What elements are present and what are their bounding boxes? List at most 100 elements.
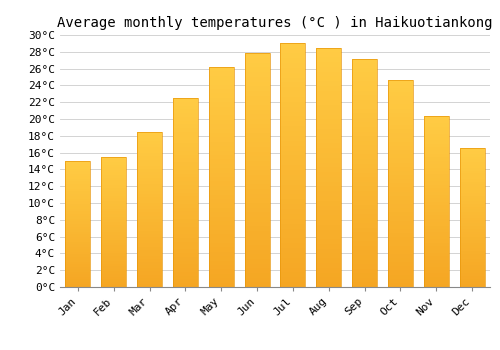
Bar bbox=[280, 82, 305, 87]
Bar bbox=[352, 141, 377, 145]
Bar bbox=[280, 253, 305, 258]
Bar bbox=[424, 277, 449, 280]
Bar bbox=[316, 67, 342, 71]
Bar bbox=[352, 187, 377, 191]
Bar bbox=[388, 154, 413, 158]
Bar bbox=[101, 224, 126, 227]
Bar bbox=[316, 205, 342, 210]
Bar bbox=[244, 208, 270, 212]
Bar bbox=[316, 239, 342, 244]
Bar bbox=[244, 147, 270, 152]
Bar bbox=[352, 273, 377, 278]
Bar bbox=[424, 229, 449, 232]
Bar bbox=[137, 237, 162, 240]
Bar bbox=[460, 176, 484, 179]
Bar bbox=[137, 212, 162, 216]
Bar bbox=[424, 161, 449, 164]
Bar bbox=[66, 229, 90, 232]
Bar bbox=[101, 209, 126, 211]
Bar bbox=[208, 71, 234, 76]
Bar bbox=[388, 258, 413, 262]
Bar bbox=[352, 122, 377, 127]
Bar bbox=[66, 224, 90, 226]
Bar bbox=[388, 237, 413, 241]
Bar bbox=[316, 48, 342, 52]
Bar bbox=[101, 188, 126, 191]
Bar bbox=[424, 117, 449, 287]
Bar bbox=[173, 136, 198, 140]
Bar bbox=[280, 195, 305, 199]
Bar bbox=[208, 146, 234, 150]
Bar bbox=[244, 119, 270, 124]
Bar bbox=[280, 238, 305, 243]
Bar bbox=[173, 117, 198, 121]
Bar bbox=[244, 161, 270, 166]
Bar bbox=[388, 274, 413, 279]
Bar bbox=[173, 272, 198, 276]
Bar bbox=[208, 247, 234, 252]
Bar bbox=[280, 68, 305, 73]
Bar bbox=[244, 77, 270, 82]
Bar bbox=[66, 169, 90, 171]
Bar bbox=[316, 144, 342, 148]
Bar bbox=[352, 118, 377, 122]
Bar bbox=[316, 177, 342, 182]
Bar bbox=[316, 124, 342, 129]
Bar bbox=[388, 108, 413, 113]
Bar bbox=[460, 218, 484, 220]
Bar bbox=[66, 244, 90, 247]
Bar bbox=[460, 201, 484, 204]
Bar bbox=[244, 222, 270, 226]
Bar bbox=[424, 222, 449, 226]
Bar bbox=[388, 171, 413, 175]
Bar bbox=[208, 234, 234, 239]
Bar bbox=[388, 158, 413, 162]
Bar bbox=[137, 209, 162, 212]
Bar bbox=[173, 211, 198, 215]
Bar bbox=[352, 58, 377, 63]
Bar bbox=[101, 238, 126, 240]
Bar bbox=[244, 268, 270, 273]
Bar bbox=[137, 240, 162, 244]
Bar bbox=[424, 191, 449, 195]
Bar bbox=[244, 250, 270, 254]
Bar bbox=[101, 282, 126, 285]
Bar bbox=[316, 258, 342, 263]
Bar bbox=[280, 43, 305, 287]
Bar bbox=[388, 129, 413, 133]
Bar bbox=[424, 127, 449, 130]
Bar bbox=[460, 154, 484, 157]
Bar bbox=[101, 248, 126, 251]
Bar bbox=[460, 276, 484, 279]
Bar bbox=[208, 102, 234, 106]
Bar bbox=[66, 181, 90, 184]
Bar bbox=[460, 173, 484, 176]
Bar bbox=[137, 206, 162, 209]
Bar bbox=[388, 142, 413, 146]
Bar bbox=[388, 212, 413, 216]
Bar bbox=[101, 159, 126, 162]
Bar bbox=[208, 133, 234, 137]
Bar bbox=[316, 52, 342, 57]
Bar bbox=[388, 96, 413, 100]
Bar bbox=[101, 269, 126, 271]
Bar bbox=[244, 212, 270, 217]
Bar bbox=[424, 256, 449, 260]
Bar bbox=[137, 219, 162, 222]
Bar bbox=[424, 120, 449, 123]
Bar bbox=[460, 220, 484, 223]
Bar bbox=[66, 189, 90, 191]
Bar bbox=[173, 204, 198, 208]
Bar bbox=[460, 262, 484, 265]
Bar bbox=[66, 226, 90, 229]
Bar bbox=[352, 136, 377, 141]
Bar bbox=[244, 189, 270, 194]
Bar bbox=[388, 84, 413, 88]
Bar bbox=[352, 150, 377, 154]
Bar bbox=[388, 121, 413, 125]
Bar bbox=[66, 259, 90, 262]
Bar bbox=[101, 178, 126, 180]
Bar bbox=[66, 282, 90, 285]
Bar bbox=[66, 222, 90, 224]
Bar bbox=[208, 150, 234, 155]
